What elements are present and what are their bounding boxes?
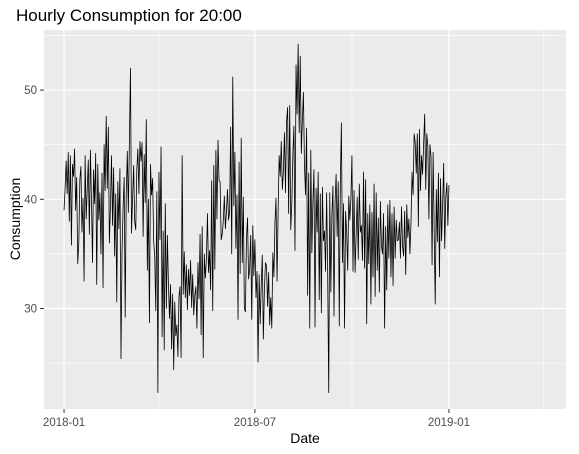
consumption-series-line xyxy=(63,43,450,394)
y-axis: 30 40 50 xyxy=(24,85,44,316)
plot-panel xyxy=(44,30,566,409)
y-tick-label: 50 xyxy=(24,85,37,97)
y-tick-label: 40 xyxy=(24,194,37,206)
y-tick-label: 30 xyxy=(24,304,37,316)
y-axis-title: Consumption xyxy=(7,178,23,261)
minor-gridlines xyxy=(44,30,566,409)
major-gridlines xyxy=(44,30,566,409)
x-tick-label: 2018-01 xyxy=(43,417,85,429)
x-axis-title: Date xyxy=(290,430,320,446)
x-tick-label: 2019-01 xyxy=(428,417,470,429)
chart-title: Hourly Consumption for 20:00 xyxy=(16,6,242,25)
x-axis: 2018-01 2018-07 2019-01 xyxy=(43,409,470,429)
x-tick-label: 2018-07 xyxy=(234,417,276,429)
